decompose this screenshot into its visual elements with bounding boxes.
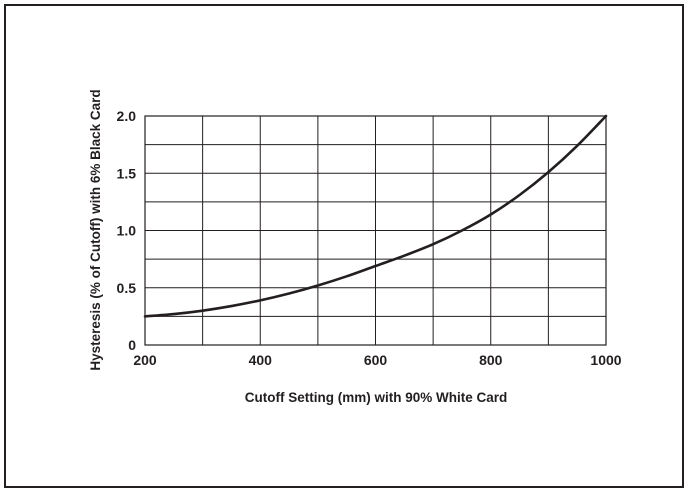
grid (144, 115, 607, 346)
series-layer (143, 114, 608, 318)
chart-frame (4, 4, 684, 488)
x-tick-label: 200 (133, 352, 157, 368)
y-tick-label: 2.0 (117, 108, 137, 124)
x-tick-label: 400 (249, 352, 273, 368)
x-axis-title: Cutoff Setting (mm) with 90% White Card (245, 390, 508, 405)
series-line (143, 114, 608, 318)
y-tick-label: 1.5 (117, 165, 137, 181)
y-tick-label: 1.0 (117, 223, 137, 239)
x-tick-label: 800 (479, 352, 503, 368)
plot-border (144, 115, 607, 346)
y-tick-labels: 0 0.5 1.0 1.5 2.0 (117, 108, 137, 353)
y-axis-title: Hysteresis (% of Cutoff) with 6% Black C… (88, 89, 103, 370)
y-tick-label: 0.5 (117, 280, 137, 296)
x-tick-label: 600 (364, 352, 388, 368)
y-tick-label: 0 (128, 337, 136, 353)
x-tick-label: 1000 (590, 352, 621, 368)
x-tick-labels: 200 400 600 800 1000 (133, 352, 621, 368)
